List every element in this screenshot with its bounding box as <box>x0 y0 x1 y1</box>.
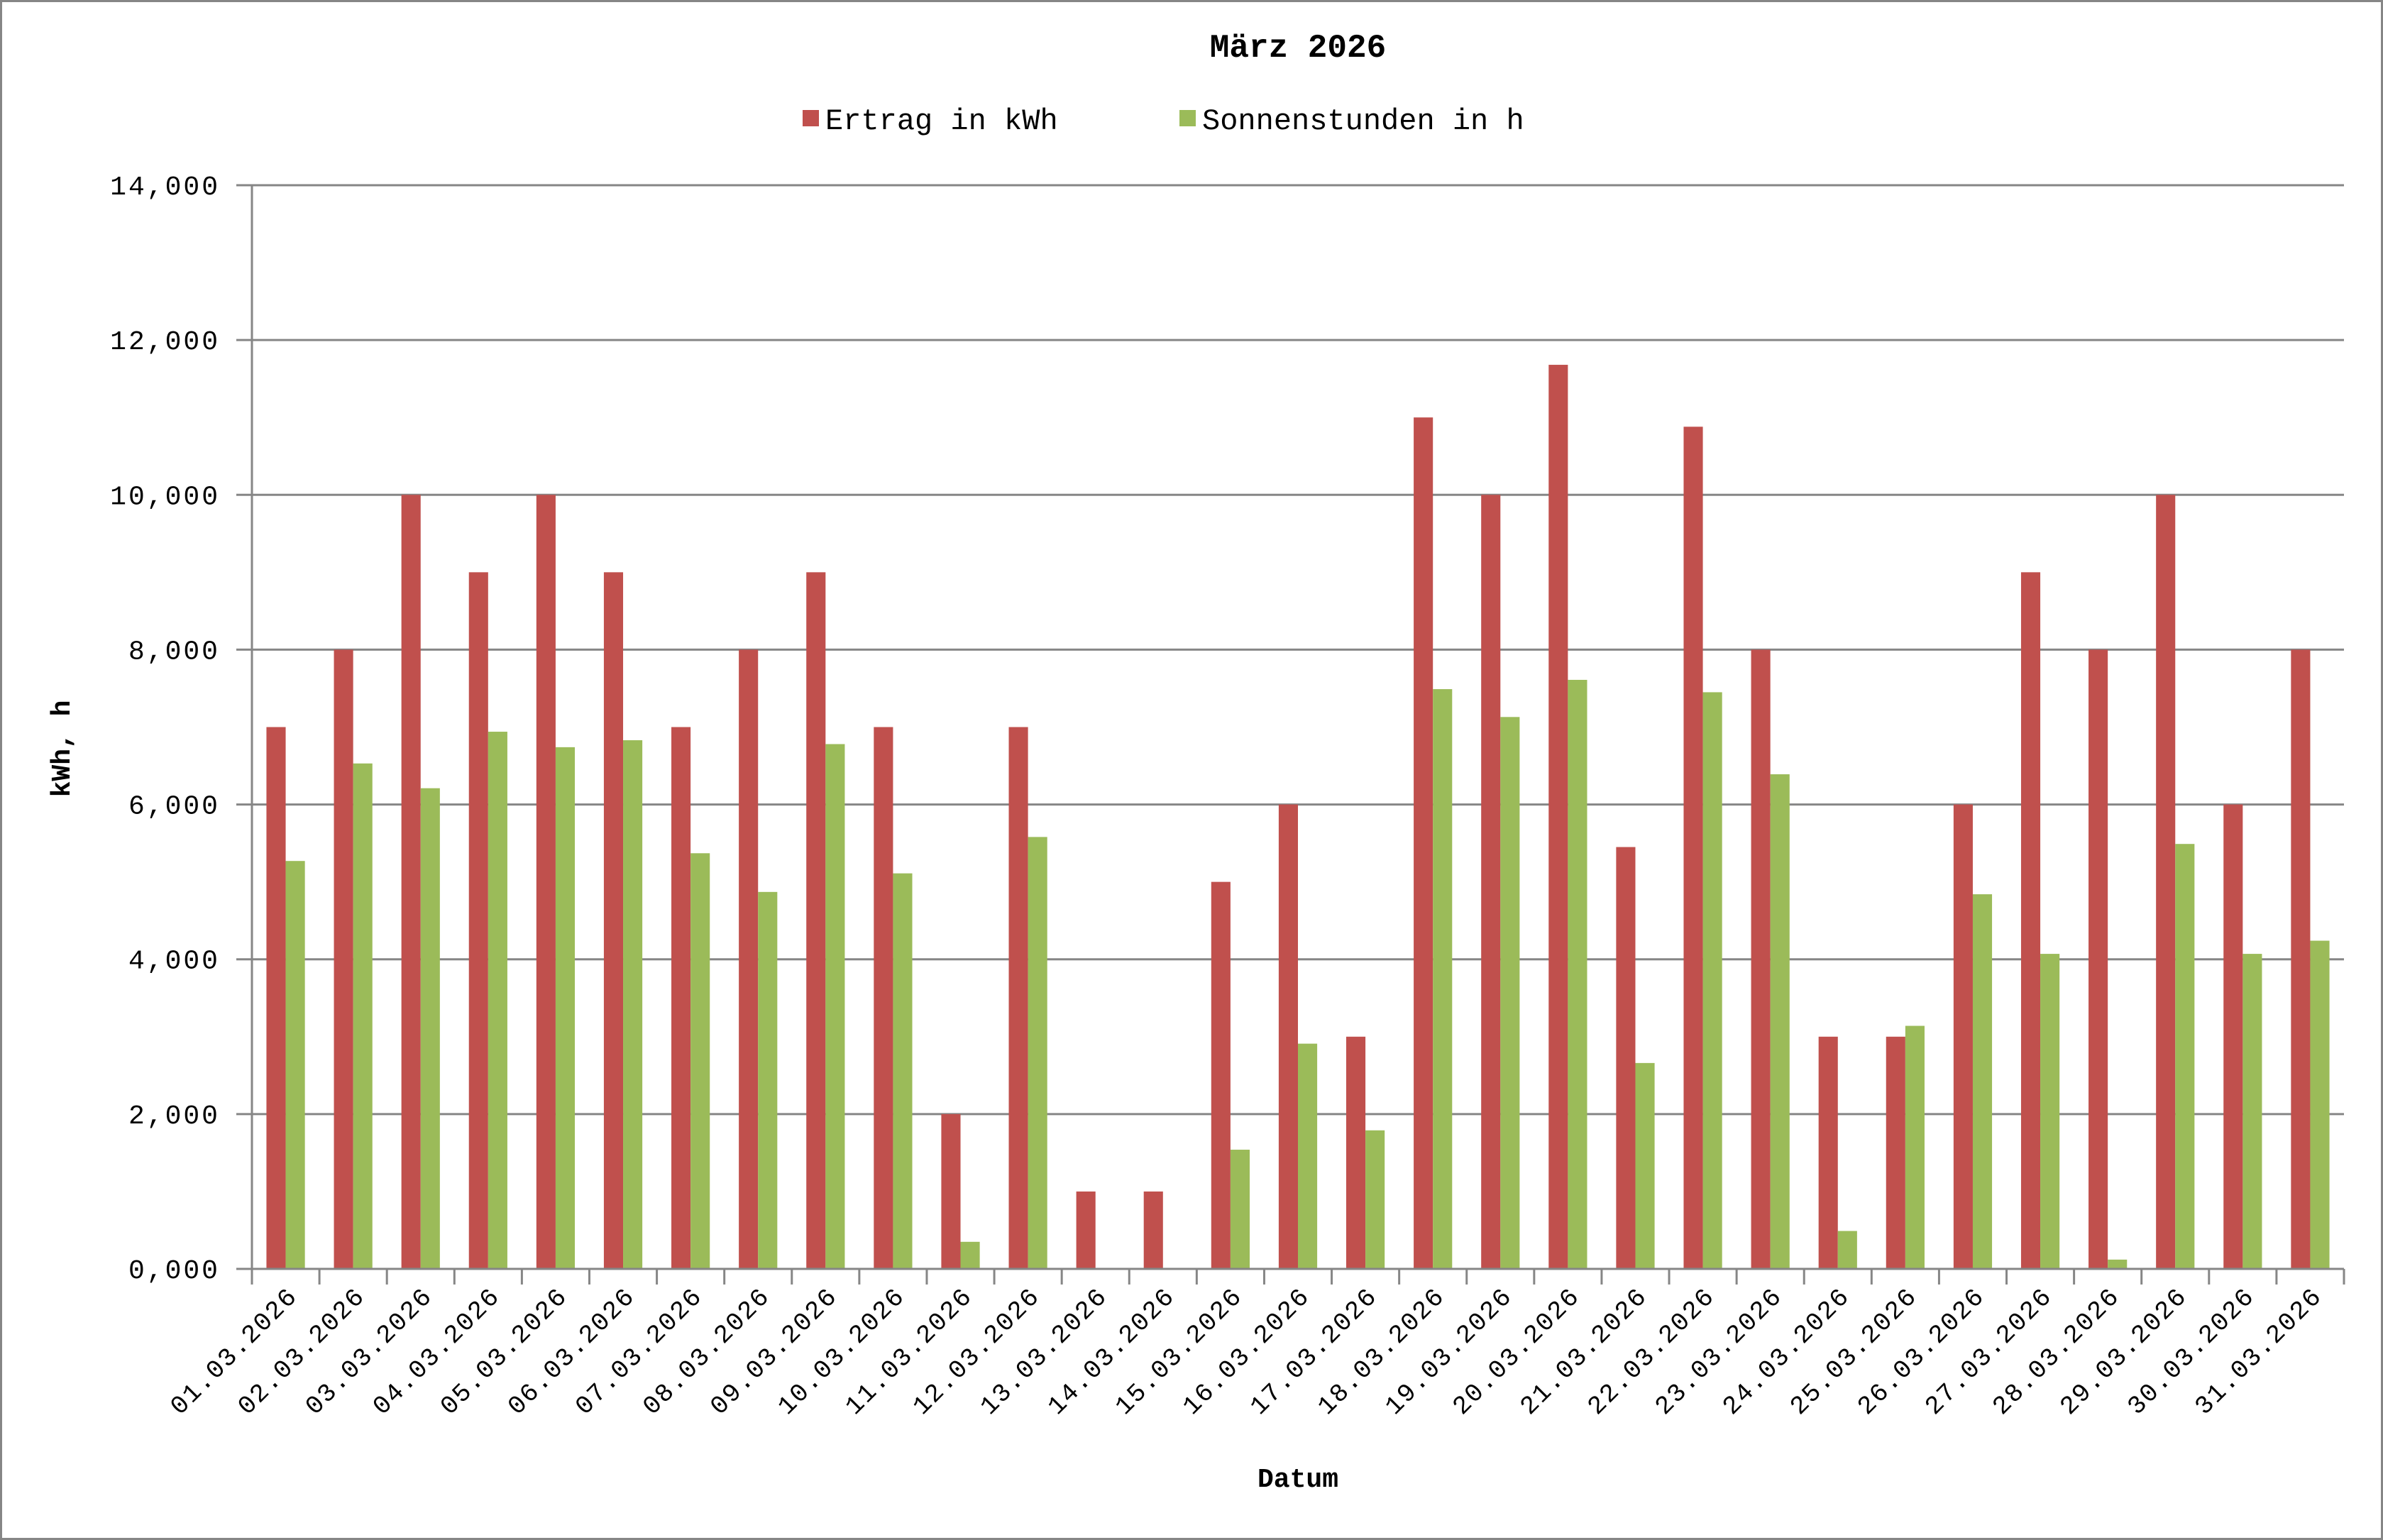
bar-sonnenstunden <box>1770 774 1790 1269</box>
bar-ertrag <box>671 727 691 1269</box>
bar-sonnenstunden <box>893 873 913 1269</box>
bar-ertrag <box>1683 427 1703 1269</box>
bar-sonnenstunden <box>960 1241 980 1269</box>
bar-sonnenstunden <box>1433 689 1453 1269</box>
bar-sonnenstunden <box>623 740 643 1269</box>
bar-ertrag <box>1818 1036 1838 1269</box>
legend-label-sonnenstunden: Sonnenstunden in h <box>1202 104 1524 138</box>
y-tick-label: 6,000 <box>128 792 220 823</box>
bar-sonnenstunden <box>353 763 373 1269</box>
bar-sonnenstunden <box>1837 1231 1857 1269</box>
chart-title: März 2026 <box>1210 30 1386 67</box>
bar-sonnenstunden <box>690 853 710 1269</box>
bar-ertrag <box>1886 1036 1905 1269</box>
y-tick-label: 8,000 <box>128 637 220 667</box>
legend-swatch-sonnenstunden <box>1179 110 1196 126</box>
bar-ertrag <box>603 572 624 1269</box>
bar-ertrag <box>1548 365 1568 1270</box>
bar-ertrag <box>941 1113 961 1269</box>
bar-ertrag <box>266 727 286 1269</box>
bar-ertrag <box>2088 649 2108 1269</box>
bar-sonnenstunden <box>1972 894 1993 1269</box>
legend: Ertrag in kWh Sonnenstunden in h <box>803 104 1524 138</box>
bar-sonnenstunden <box>825 744 845 1269</box>
bar-sonnenstunden <box>2310 940 2330 1269</box>
bar-sonnenstunden <box>2175 844 2195 1269</box>
bar-ertrag <box>2223 804 2243 1269</box>
y-tick-label: 14,000 <box>110 172 220 203</box>
bar-sonnenstunden <box>1500 717 1520 1269</box>
bar-sonnenstunden <box>1230 1150 1250 1269</box>
bar-ertrag <box>739 649 759 1269</box>
bar-ertrag <box>1616 847 1636 1269</box>
bar-ertrag <box>874 727 893 1269</box>
bars <box>266 365 2330 1270</box>
y-axis-title: kWh, h <box>48 700 78 798</box>
bar-ertrag <box>1414 417 1433 1269</box>
bar-ertrag <box>1143 1191 1163 1269</box>
bar-sonnenstunden <box>1028 837 1047 1269</box>
y-tick-label: 2,000 <box>128 1101 220 1132</box>
bar-sonnenstunden <box>2108 1259 2128 1269</box>
bar-sonnenstunden <box>555 747 576 1269</box>
bar-sonnenstunden <box>420 788 440 1269</box>
y-tick-label: 12,000 <box>110 327 220 358</box>
legend-label-ertrag: Ertrag in kWh <box>825 104 1058 138</box>
bar-sonnenstunden <box>2242 954 2262 1269</box>
y-tick-label: 0,000 <box>128 1256 220 1287</box>
bar-sonnenstunden <box>2040 954 2060 1269</box>
bar-ertrag <box>2156 495 2176 1270</box>
y-axis-ticks: 0,000 2,000 4,000 6,000 8,000 10,000 12,000 14,… <box>110 172 220 1287</box>
bar-ertrag <box>2291 649 2311 1269</box>
y-tick-label: 4,000 <box>128 947 220 977</box>
bar-ertrag <box>2020 572 2041 1269</box>
bar-sonnenstunden <box>488 732 507 1269</box>
bar-ertrag <box>536 495 556 1270</box>
x-axis-title: Datum <box>1257 1465 1338 1495</box>
bar-ertrag <box>1953 804 1973 1269</box>
bar-sonnenstunden <box>1298 1043 1318 1269</box>
legend-swatch-ertrag <box>803 110 819 126</box>
bar-ertrag <box>1278 804 1298 1269</box>
bar-sonnenstunden <box>1568 679 1587 1269</box>
bar-ertrag <box>1211 881 1231 1269</box>
x-axis-labels: 01.03.202602.03.202603.03.202604.03.2026… <box>165 1282 2328 1421</box>
bar-ertrag <box>401 495 421 1270</box>
bar-ertrag <box>468 572 488 1269</box>
bar-ertrag <box>334 649 353 1269</box>
bar-sonnenstunden <box>1905 1025 1925 1269</box>
bar-ertrag <box>1345 1036 1366 1269</box>
bar-sonnenstunden <box>1635 1062 1655 1269</box>
bar-sonnenstunden <box>285 861 305 1269</box>
bar-ertrag <box>1008 727 1028 1269</box>
bar-ertrag <box>806 572 826 1269</box>
legend-item-sonnenstunden[interactable]: Sonnenstunden in h <box>1179 104 1524 138</box>
bar-sonnenstunden <box>1702 692 1722 1269</box>
bar-sonnenstunden <box>758 891 778 1269</box>
y-tick-label: 10,000 <box>110 482 220 512</box>
bar-ertrag <box>1481 495 1501 1270</box>
legend-item-ertrag[interactable]: Ertrag in kWh <box>803 104 1058 138</box>
axes <box>251 185 2345 1285</box>
bar-ertrag <box>1751 649 1771 1269</box>
bar-sonnenstunden <box>1365 1130 1385 1269</box>
bar-ertrag <box>1076 1191 1096 1269</box>
